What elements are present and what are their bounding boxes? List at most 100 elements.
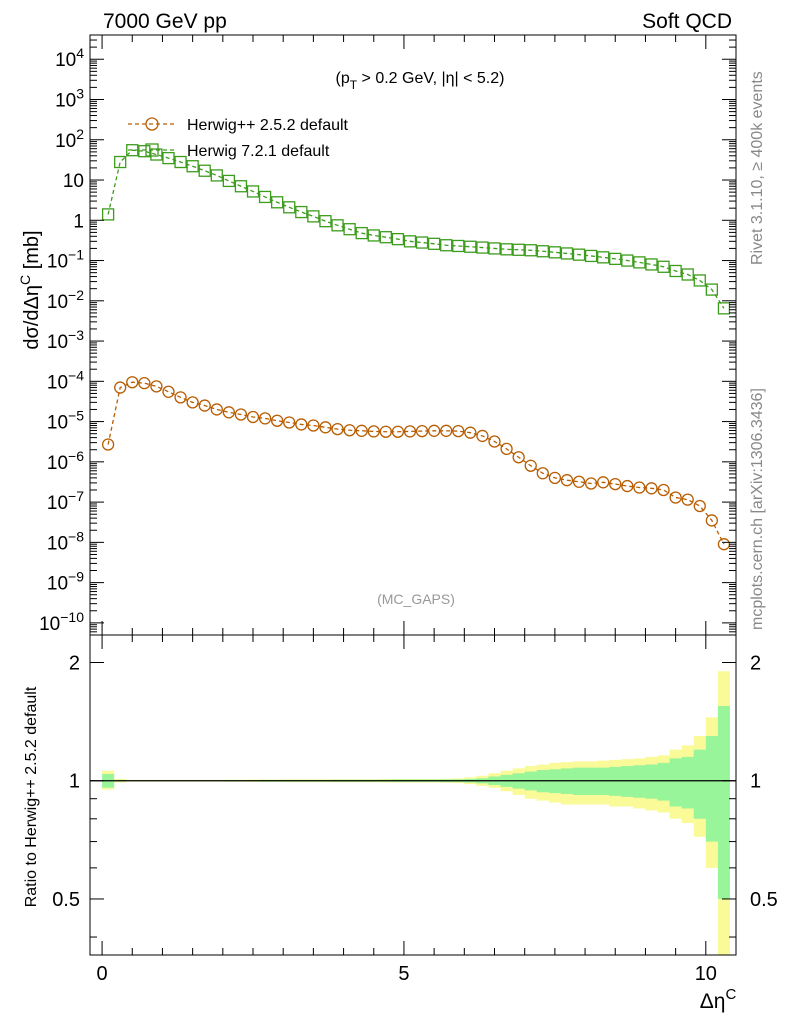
data-point-herwig7 [138,145,151,158]
data-point-herwigpp [500,442,513,456]
legend-label: Herwig++ 2.5.2 default [187,117,349,134]
data-point-herwig7 [512,243,525,256]
data-point-herwig7 [234,180,248,193]
ratio-y-tick-label: 1 [69,771,80,793]
main-y-tick-label: 10−5 [47,408,84,434]
data-point-herwigpp [258,412,272,425]
data-point-herwigpp [367,425,380,438]
data-point-herwig7 [536,245,549,258]
data-point-herwig7 [379,231,392,244]
data-point-herwig7 [283,201,296,214]
main-y-tick-label: 10−3 [47,327,84,353]
main-y-tick-label: 10−9 [47,569,84,595]
legend-label: Herwig 7.2.1 default [187,143,330,160]
data-point-herwig7 [584,249,598,263]
x-tick-label: 5 [398,963,409,985]
data-point-herwig7 [717,302,731,315]
data-point-herwigpp [681,493,694,506]
data-point-herwigpp [162,385,175,398]
data-point-herwig7 [222,174,236,188]
data-point-herwig7 [657,260,670,273]
main-y-tick-label: 104 [55,45,84,71]
data-point-herwig7 [464,240,477,253]
data-point-herwigpp [403,425,417,438]
data-point-herwigpp [150,380,163,393]
data-point-herwigpp [343,424,356,437]
series-line [107,381,725,545]
data-point-herwig7 [319,215,332,228]
data-point-herwig7 [621,254,634,267]
ratio-panel: 0.5 0.5 1 1 2 2 [52,634,778,956]
rivet-label: Rivet 3.1.10, ≥ 400k events [749,71,766,265]
data-point-herwig7 [186,160,199,173]
data-point-herwigpp [114,381,127,394]
data-point-herwig7 [500,243,513,256]
x-tick-label: 0 [97,963,108,985]
data-point-herwig7 [705,283,719,296]
main-y-label: dσ/dΔηC [mb] [17,230,43,349]
data-point-herwigpp [572,475,586,488]
main-y-tick-label: 1 [73,211,84,232]
data-point-herwig7 [440,239,453,252]
data-point-herwig7 [415,236,429,249]
data-point-herwigpp [705,514,719,527]
data-point-herwig7 [669,264,682,278]
ratio-plot-content [90,671,736,955]
data-point-herwigpp [319,421,332,434]
data-point-herwigpp [222,406,236,419]
main-y-tick-label: 10−7 [47,488,84,514]
main-y-tick-label: 10−8 [47,528,84,554]
data-point-herwig7 [476,241,489,254]
data-point-herwig7 [162,151,175,165]
ratio-y-tick-label-right: 2 [750,653,761,675]
data-point-herwigpp [331,422,344,436]
data-point-herwigpp [548,471,562,485]
data-point-herwigpp [488,435,501,448]
data-point-herwigpp [597,476,610,489]
data-point-herwigpp [621,479,634,493]
ratio-y-tick-label-right: 0.5 [750,889,778,911]
main-y-tick-label: 10−2 [47,287,84,313]
data-point-herwig7 [343,223,356,236]
data-point-herwigpp [512,451,525,464]
data-point-herwig7 [633,256,646,269]
legend-marker-square [145,143,159,157]
ratio-y-tick-label-right: 1 [750,771,761,793]
data-point-herwig7 [681,268,694,281]
data-point-herwigpp [355,424,368,437]
data-point-herwig7 [271,196,284,209]
series-line [107,149,725,309]
data-point-herwigpp [283,416,296,429]
data-point-herwigpp [669,491,682,504]
ratio-frame [89,634,737,956]
data-point-herwig7 [114,155,127,169]
mcplots-label: mcplots.cern.ch [arXiv:1306.3436] [749,388,766,630]
data-point-herwig7 [258,190,272,204]
data-point-herwig7 [548,246,562,259]
data-point-herwigpp [234,408,248,421]
data-point-herwigpp [174,391,187,404]
data-point-herwigpp [693,499,706,513]
data-point-herwig7 [609,252,622,266]
data-point-herwigpp [609,477,622,491]
main-y-tick-label: 10−6 [47,448,84,474]
data-point-herwigpp [271,414,284,427]
main-y-tick-label: 10−10 [39,609,84,635]
main-y-tick-label: 102 [55,126,84,152]
data-point-herwigpp [524,459,537,472]
data-point-herwigpp [246,410,260,424]
data-point-herwig7 [246,185,260,198]
data-point-herwigpp [391,425,405,438]
data-point-herwig7 [198,164,211,177]
x-tick-labels: 0 5 10 [97,963,717,985]
data-point-herwig7 [367,229,380,242]
data-point-herwig7 [174,155,187,169]
data-point-herwigpp [198,399,211,412]
data-point-herwigpp [101,438,115,451]
header-left-label: 7000 GeV pp [103,10,227,33]
data-point-herwigpp [427,424,441,437]
data-point-herwigpp [560,474,574,487]
data-point-herwig7 [645,258,658,271]
x-axis-label: ΔηC [700,986,737,1013]
ratio-y-label: Ratio to Herwig++ 2.5.2 default [23,686,40,907]
